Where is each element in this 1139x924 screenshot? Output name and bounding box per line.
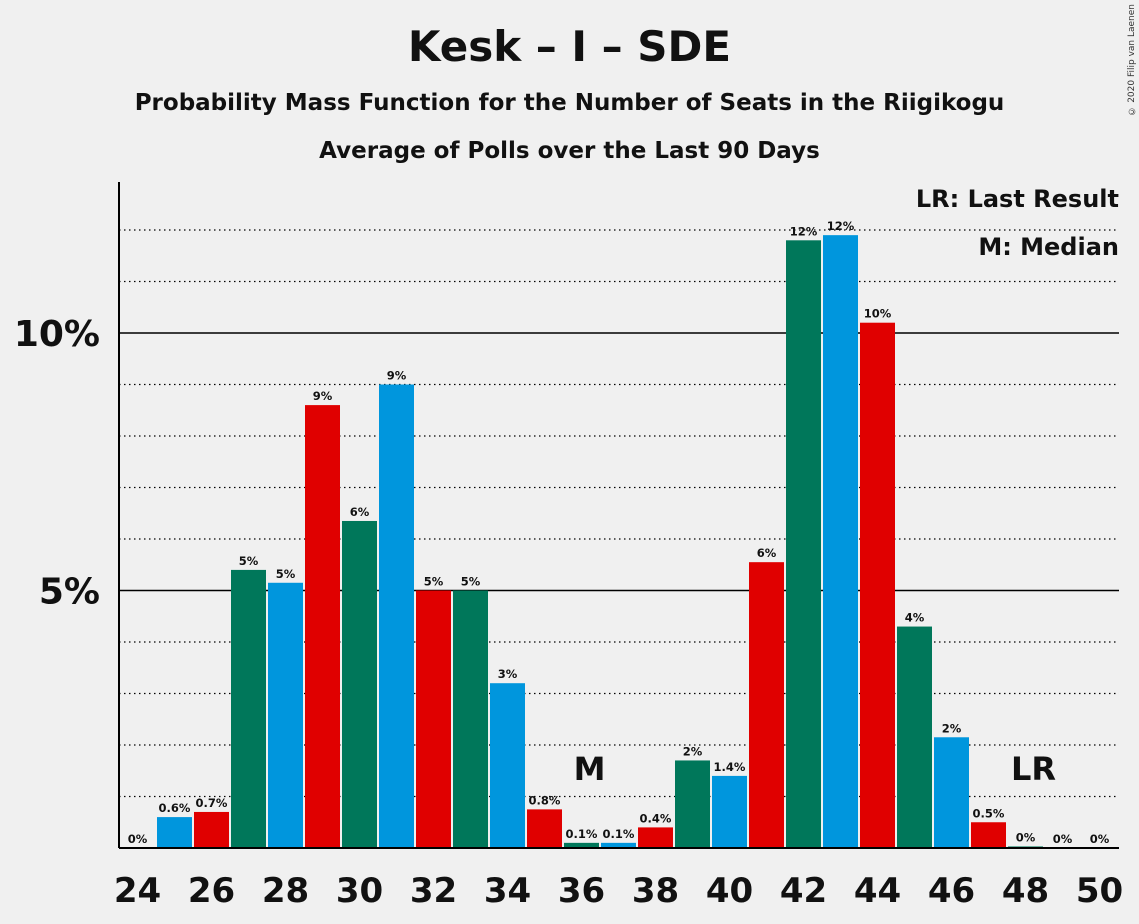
legend-median: M: Median	[978, 233, 1119, 261]
bar-value-label: 2%	[942, 721, 962, 735]
bar-value-label: 0.4%	[640, 811, 672, 825]
bar-value-label: 1.4%	[714, 760, 746, 774]
x-tick-label: 44	[854, 871, 901, 911]
bar-value-label: 0.5%	[973, 806, 1005, 820]
x-tick-label: 48	[1002, 871, 1049, 911]
legend-last-result: LR: Last Result	[915, 185, 1119, 213]
bar	[379, 384, 414, 848]
bar-value-label: 5%	[276, 567, 296, 581]
bar	[971, 822, 1006, 848]
bar	[564, 842, 599, 848]
bar	[601, 842, 636, 848]
bar	[823, 235, 858, 848]
x-tick-label: 24	[114, 871, 161, 911]
chart-subtitle-2: Average of Polls over the Last 90 Days	[319, 138, 820, 164]
x-tick-label: 28	[262, 871, 309, 911]
bar	[897, 626, 932, 848]
bar-value-label: 5%	[424, 575, 444, 589]
bar	[712, 775, 747, 848]
bar-value-label: 2%	[683, 744, 703, 758]
bar-value-label: 9%	[387, 369, 407, 383]
bar	[749, 562, 784, 848]
bar-value-label: 6%	[757, 546, 777, 560]
bar	[416, 590, 451, 848]
chart-subtitle-1: Probability Mass Function for the Number…	[134, 90, 1005, 116]
bar	[268, 582, 303, 848]
bar-value-label: 0.8%	[529, 793, 561, 807]
x-tick-label: 42	[780, 871, 827, 911]
bar	[305, 405, 340, 848]
bar-value-label: 3%	[498, 667, 518, 681]
x-tick-label: 30	[336, 871, 383, 911]
bar-value-label: 0%	[1016, 830, 1036, 844]
bar	[638, 827, 673, 848]
marker-m: M	[574, 750, 606, 788]
chart-title: Kesk – I – SDE	[407, 22, 732, 71]
x-tick-label: 26	[188, 871, 235, 911]
bar-value-label: 0.7%	[196, 796, 228, 810]
bar-value-label: 0.1%	[566, 827, 598, 841]
bar-value-label: 10%	[864, 307, 892, 321]
x-tick-label: 50	[1076, 871, 1123, 911]
bar-value-label: 0%	[1090, 832, 1110, 846]
x-tick-label: 40	[706, 871, 753, 911]
bar	[934, 737, 969, 848]
bar-value-label: 4%	[905, 611, 925, 625]
bar	[342, 520, 377, 848]
y-tick-label: 10%	[14, 314, 100, 355]
bar	[675, 760, 710, 848]
y-tick-label: 5%	[39, 572, 100, 613]
x-tick-label: 32	[410, 871, 457, 911]
x-tick-label: 34	[484, 871, 531, 911]
bar-value-label: 12%	[827, 219, 855, 233]
bar-value-label: 5%	[461, 575, 481, 589]
bar	[490, 683, 525, 848]
bar	[453, 590, 488, 848]
bar-value-label: 12%	[790, 224, 818, 238]
bar-value-label: 5%	[239, 554, 259, 568]
bar-value-label: 0.1%	[603, 827, 635, 841]
x-tick-label: 36	[558, 871, 605, 911]
bar	[860, 322, 895, 848]
bar-value-label: 6%	[350, 505, 370, 519]
bar-value-label: 0.6%	[159, 801, 191, 815]
bar	[157, 817, 192, 848]
bar-value-label: 0%	[128, 832, 148, 846]
bar-value-label: 0%	[1053, 832, 1073, 846]
bar	[231, 569, 266, 848]
bar	[527, 809, 562, 848]
x-tick-label: 38	[632, 871, 679, 911]
bar	[194, 811, 229, 848]
bar-value-label: 9%	[313, 389, 333, 403]
x-tick-label: 46	[928, 871, 975, 911]
bar	[786, 240, 821, 849]
marker-lr: LR	[1011, 750, 1056, 788]
